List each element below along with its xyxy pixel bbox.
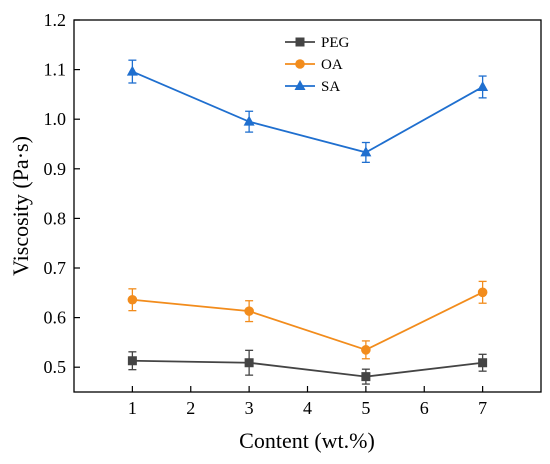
data-point-oa (244, 306, 254, 316)
data-point-peg (361, 372, 371, 382)
x-axis-ticks: 1 2 3 4 5 6 7 (128, 386, 487, 418)
y-tick-label: 0.6 (44, 308, 67, 328)
x-tick-label: 1 (128, 398, 137, 418)
x-tick-label: 4 (303, 398, 312, 418)
y-tick-label: 0.5 (44, 357, 67, 377)
data-point-oa (127, 294, 138, 305)
data-point-sa (477, 80, 489, 91)
legend-marker-sa (294, 80, 306, 90)
y-tick-label: 0.9 (44, 159, 67, 179)
y-axis-title: Viscosity (Pa·s) (8, 136, 33, 276)
data-point-sa (126, 65, 138, 76)
legend-marker-oa (295, 59, 305, 69)
y-tick-label: 0.7 (44, 258, 67, 278)
x-tick-label: 2 (186, 398, 195, 418)
data-point-oa (477, 287, 488, 298)
data-point-sa (243, 115, 255, 126)
series-line-peg (132, 359, 483, 378)
series-oa (127, 280, 488, 360)
data-point-peg (244, 358, 254, 368)
y-tick-label: 1.0 (44, 109, 67, 129)
series-peg (127, 349, 488, 385)
x-axis-title: Content (wt.%) (239, 428, 375, 453)
x-tick-label: 7 (478, 398, 487, 418)
series-line-sa (132, 70, 484, 154)
y-tick-label: 0.8 (44, 208, 67, 228)
legend-label-oa: OA (321, 57, 343, 73)
x-tick-label: 5 (361, 398, 370, 418)
y-axis-ticks: 0.5 0.6 0.7 0.8 0.9 1.0 1.1 1.2 (44, 10, 80, 377)
legend-label-peg: PEG (321, 35, 350, 51)
data-point-sa (360, 146, 372, 157)
series-layer (126, 59, 489, 385)
legend-label-sa: SA (321, 79, 340, 95)
data-point-peg (478, 358, 488, 368)
data-point-oa (361, 345, 371, 355)
legend-marker-peg (295, 37, 305, 47)
y-tick-label: 1.1 (44, 60, 67, 80)
x-tick-label: 6 (420, 398, 429, 418)
y-tick-label: 1.2 (44, 10, 67, 30)
legend: PEG OA SA (285, 35, 350, 95)
series-line-oa (132, 291, 484, 351)
data-point-peg (127, 356, 137, 366)
x-tick-label: 3 (245, 398, 254, 418)
series-sa (126, 59, 489, 164)
